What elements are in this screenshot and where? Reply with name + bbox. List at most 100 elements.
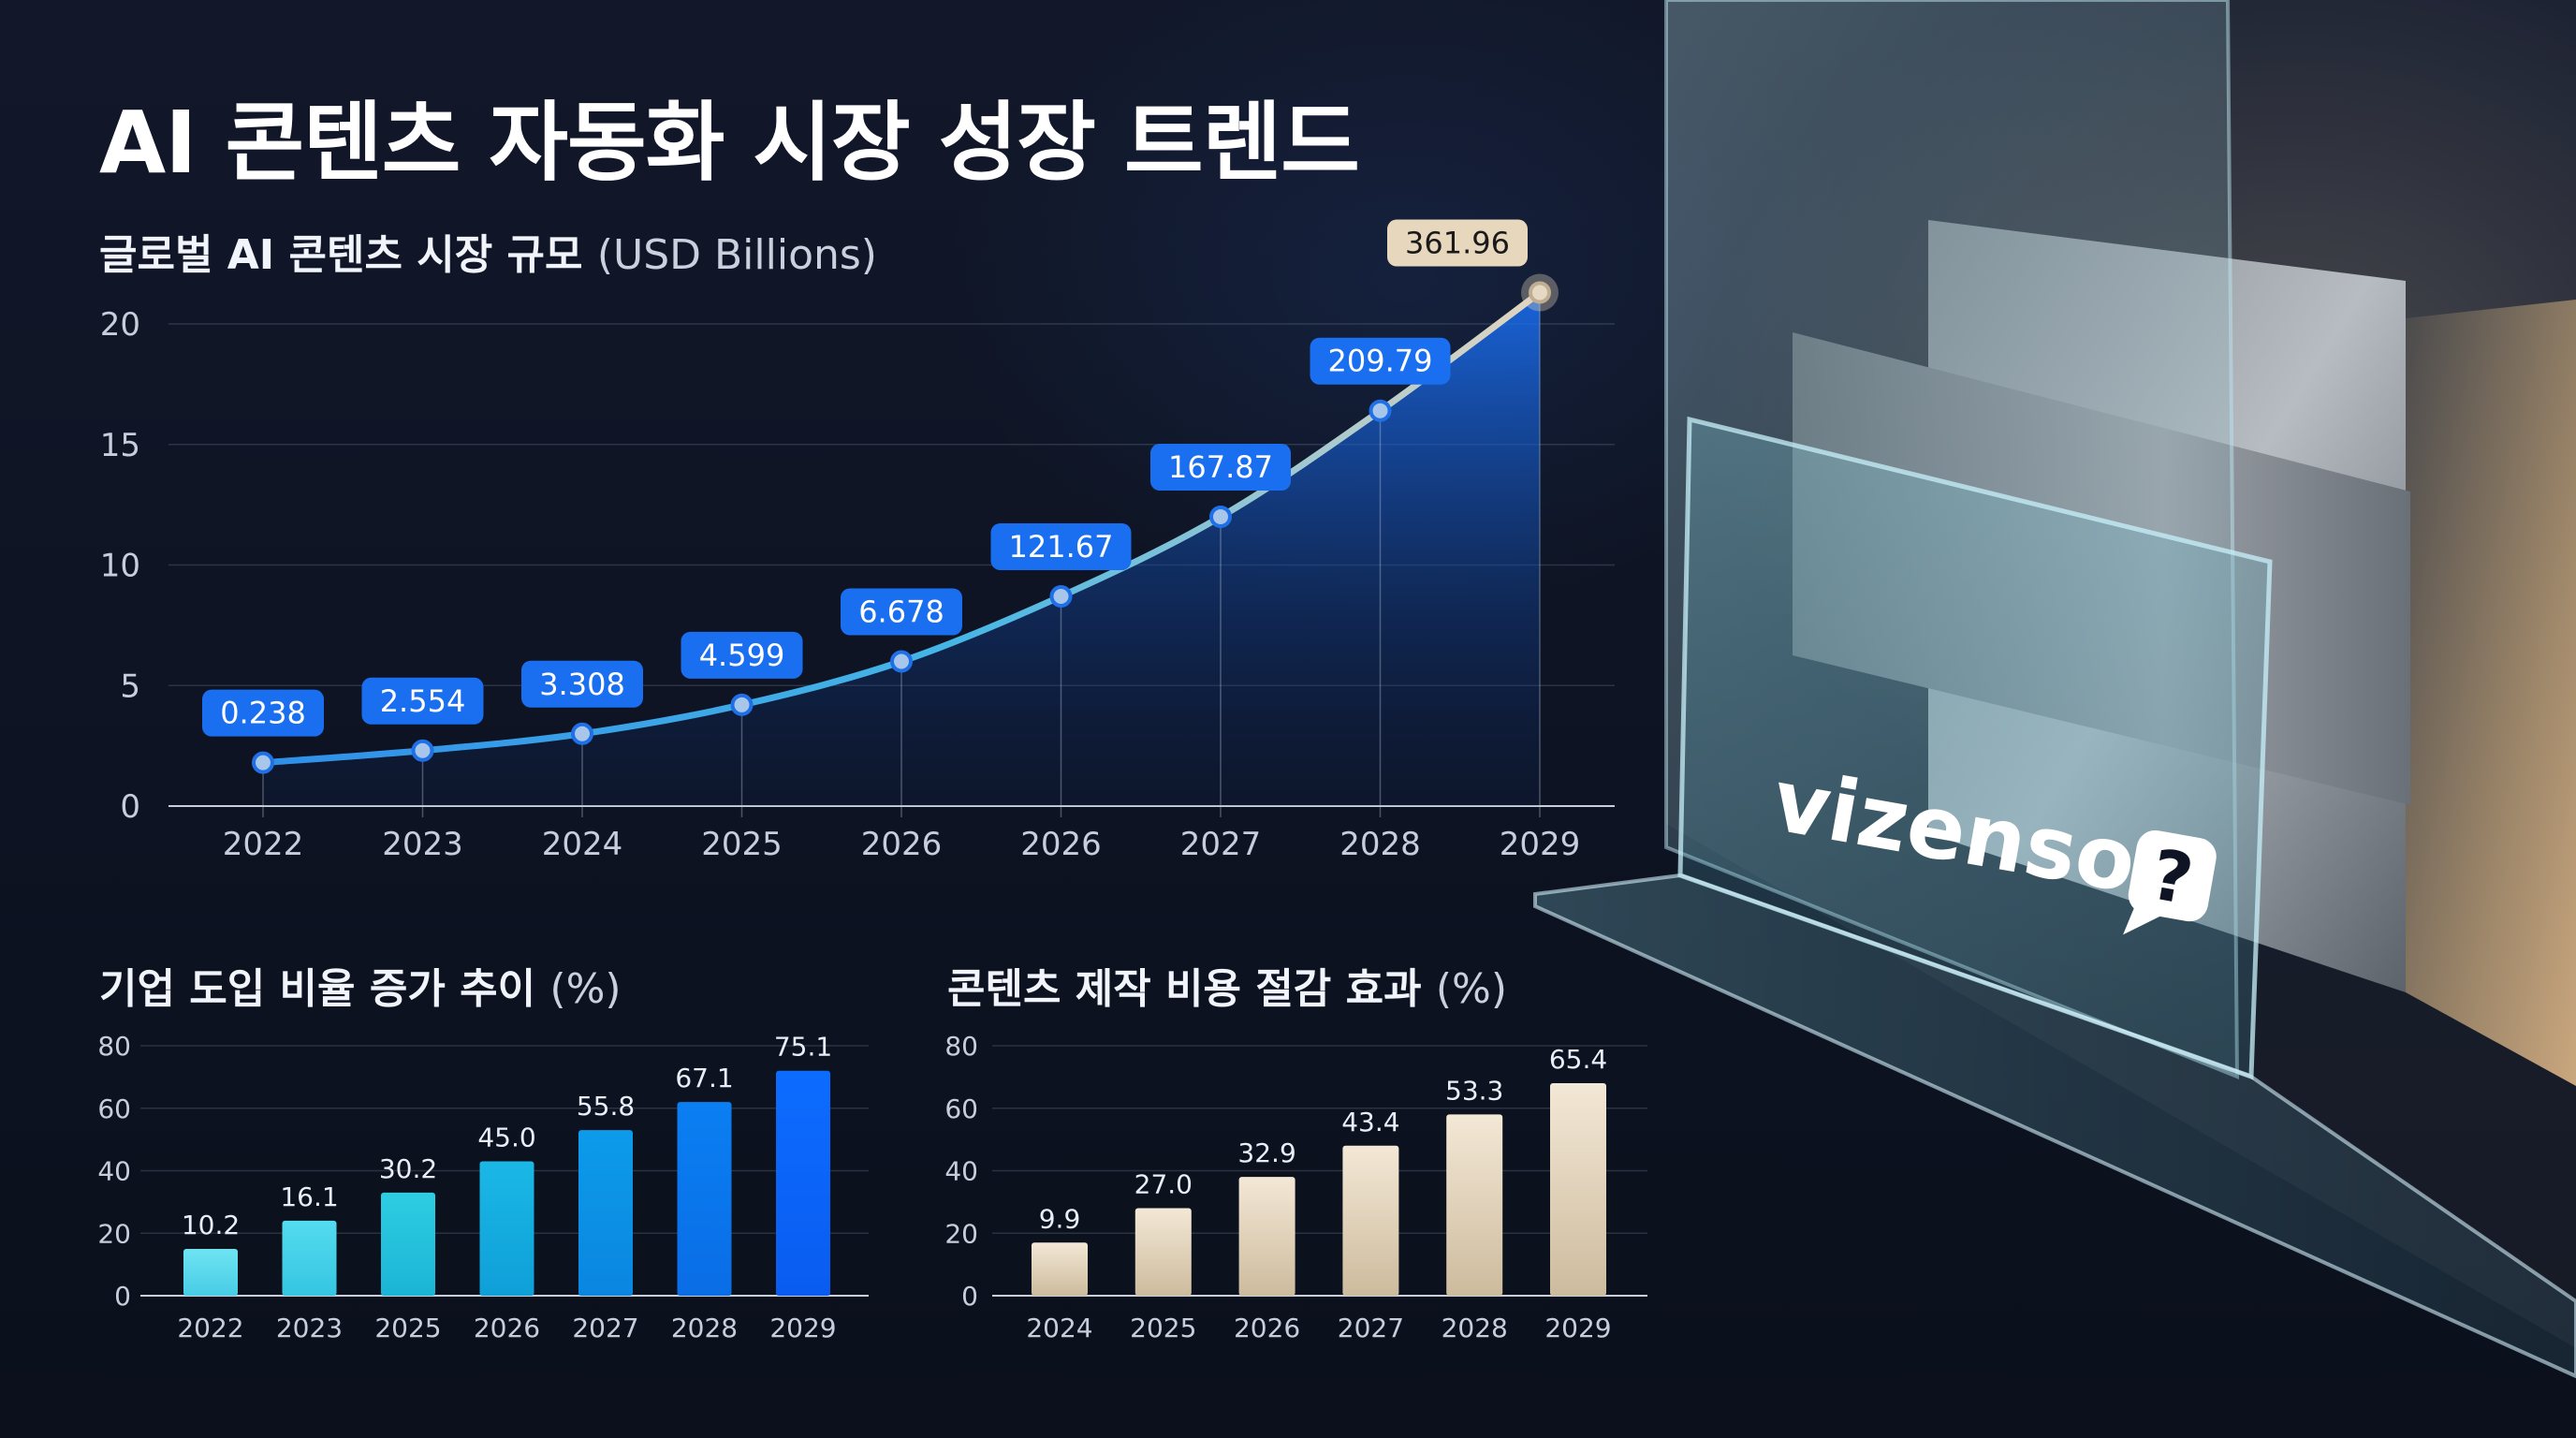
bar — [381, 1192, 435, 1296]
y-tick-label: 20 — [97, 1218, 131, 1249]
y-tick-label: 40 — [97, 1156, 131, 1187]
bar-value-label: 65.4 — [1549, 1044, 1607, 1075]
x-tick-label: 2022 — [177, 1313, 243, 1343]
x-tick-label: 2025 — [1130, 1313, 1196, 1343]
bar-value-label: 45.0 — [477, 1122, 535, 1152]
bar-value-label: 27.0 — [1134, 1169, 1193, 1200]
y-tick-label: 0 — [961, 1281, 978, 1312]
x-tick-label: 2025 — [701, 826, 783, 863]
y-tick-label: 60 — [97, 1093, 131, 1124]
data-point — [411, 739, 434, 762]
bar — [677, 1102, 732, 1296]
bar — [1134, 1208, 1192, 1296]
market-size-unit: (USD Billions) — [596, 231, 877, 279]
bar-value-label: 55.8 — [577, 1091, 635, 1122]
x-tick-label: 2026 — [474, 1313, 540, 1343]
data-point — [890, 650, 913, 673]
bar — [1032, 1242, 1088, 1296]
y-tick-label: 0 — [114, 1281, 131, 1312]
bar-value-label: 75.1 — [774, 1032, 832, 1063]
y-tick-label: 20 — [944, 1218, 978, 1249]
x-tick-label: 2028 — [1339, 826, 1421, 863]
adoption-title-text: 기업 도입 비율 증가 추이 — [99, 965, 536, 1013]
bar-value-label: 43.4 — [1341, 1107, 1399, 1137]
data-label: 121.67 — [1009, 529, 1114, 565]
page-title: AI 콘텐츠 자동화 시장 성장 트렌드 — [99, 93, 1360, 193]
bar — [1550, 1083, 1606, 1296]
x-tick-label: 2029 — [1544, 1313, 1611, 1343]
data-point — [1529, 281, 1551, 304]
data-label-box — [1387, 219, 1528, 267]
y-tick-label: 20 — [100, 306, 140, 344]
bar — [1446, 1114, 1503, 1296]
data-label-box — [841, 588, 962, 636]
x-tick-label: 2026 — [1234, 1313, 1300, 1343]
data-label-box — [1150, 444, 1291, 491]
data-label: 209.79 — [1328, 344, 1433, 379]
bar — [282, 1220, 337, 1296]
cost-chart-title: 콘텐츠 제작 비용 절감 효과 (%) — [947, 955, 1507, 1015]
x-tick-label: 2027 — [1338, 1313, 1404, 1343]
bar — [479, 1161, 534, 1296]
bar-value-label: 53.3 — [1445, 1075, 1503, 1106]
data-label: 3.308 — [539, 667, 625, 702]
bar — [1238, 1177, 1295, 1296]
bar — [578, 1130, 633, 1296]
cost-unit: (%) — [1435, 965, 1508, 1013]
data-point — [1209, 506, 1232, 528]
x-tick-label: 2025 — [374, 1313, 441, 1343]
data-point — [252, 751, 274, 774]
x-tick-label: 2027 — [572, 1313, 638, 1343]
question-bubble-icon: ? — [2123, 829, 2217, 935]
y-tick-label: 15 — [100, 427, 140, 464]
x-tick-label: 2022 — [223, 826, 304, 863]
data-label-box — [1310, 337, 1451, 385]
x-tick-label: 2026 — [1020, 826, 1102, 863]
data-point — [1049, 584, 1073, 608]
x-tick-label: 2024 — [542, 826, 623, 863]
market-size-chart-title: 글로벌 AI 콘텐츠 시장 규모 (USD Billions) — [99, 221, 877, 281]
x-tick-label: 2023 — [276, 1313, 343, 1343]
data-point — [571, 722, 593, 745]
bar-value-label: 16.1 — [280, 1181, 338, 1212]
y-tick-label: 40 — [944, 1156, 978, 1187]
x-tick-label: 2024 — [1026, 1313, 1092, 1343]
x-tick-label: 2029 — [1500, 826, 1581, 863]
data-label: 4.599 — [699, 638, 785, 673]
y-tick-label: 0 — [120, 788, 140, 826]
market-size-title-text: 글로벌 AI 콘텐츠 시장 규모 — [99, 231, 583, 279]
data-label-box — [202, 689, 324, 737]
y-tick-label: 5 — [120, 668, 140, 705]
bar-value-label: 10.2 — [182, 1210, 240, 1240]
data-label: 0.238 — [220, 696, 306, 731]
x-tick-label: 2028 — [1442, 1313, 1508, 1343]
data-label-box — [361, 677, 484, 725]
x-tick-label: 2023 — [382, 826, 463, 863]
y-tick-label: 60 — [944, 1093, 978, 1124]
x-tick-label: 2027 — [1180, 826, 1262, 863]
y-tick-label: 80 — [97, 1031, 131, 1062]
area-fill — [263, 292, 1540, 806]
data-point — [1368, 399, 1392, 422]
data-label-box — [521, 660, 643, 708]
bar — [183, 1248, 238, 1296]
bar — [776, 1070, 830, 1296]
x-tick-label: 2029 — [769, 1313, 836, 1343]
y-tick-label: 80 — [944, 1031, 978, 1062]
bar-value-label: 32.9 — [1237, 1137, 1295, 1168]
data-label: 361.96 — [1405, 226, 1510, 261]
y-tick-label: 10 — [100, 548, 140, 585]
x-tick-label: 2028 — [671, 1313, 738, 1343]
adoption-unit: (%) — [549, 965, 622, 1013]
data-label-box — [990, 522, 1132, 570]
data-point — [730, 693, 754, 716]
data-label: 6.678 — [858, 594, 944, 630]
data-label-box — [681, 631, 803, 679]
bar — [1342, 1145, 1399, 1296]
data-label: 167.87 — [1168, 449, 1273, 485]
cost-title-text: 콘텐츠 제작 비용 절감 효과 — [947, 965, 1422, 1013]
